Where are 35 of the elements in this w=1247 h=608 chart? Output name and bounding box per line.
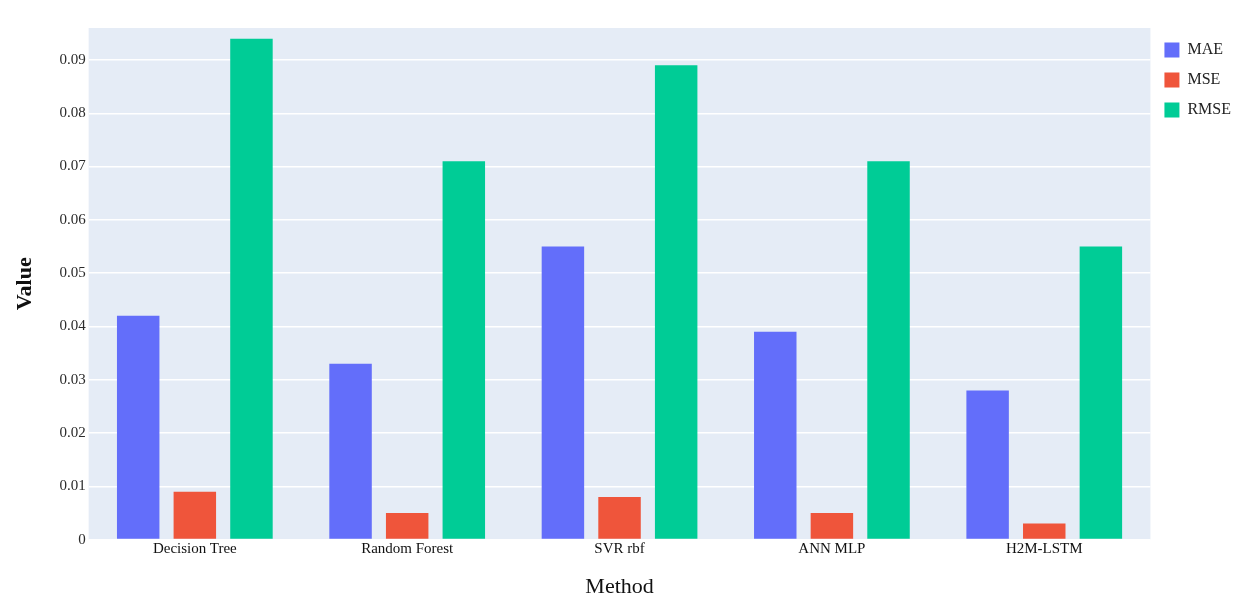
bar: [329, 363, 372, 539]
bar: [116, 315, 160, 539]
bar: [173, 491, 217, 539]
bar: [966, 390, 1009, 539]
bar: [541, 246, 585, 539]
legend-label: MSE: [1187, 70, 1221, 88]
y-tick-label: 0.06: [59, 210, 87, 227]
bar: [1023, 523, 1066, 539]
y-tick-label: 0.04: [59, 317, 87, 334]
bar: [1079, 246, 1123, 539]
bar: [654, 65, 698, 539]
y-tick-label: 0.03: [59, 370, 86, 387]
y-axis-title: Value: [10, 257, 36, 311]
y-tick-label: 0.02: [59, 423, 86, 440]
legend-label: MAE: [1187, 40, 1223, 58]
y-tick-label: 0: [78, 530, 86, 547]
x-tick-label: SVR rbf: [594, 539, 645, 556]
x-tick-label: Decision Tree: [152, 539, 238, 556]
bar: [230, 38, 273, 539]
y-tick-label: 0.01: [59, 477, 86, 494]
bar: [385, 512, 429, 539]
legend-label: RMSE: [1187, 100, 1232, 118]
y-tick-label: 0.05: [59, 264, 86, 281]
y-tick-label: 0.07: [59, 157, 87, 174]
bar: [442, 161, 486, 539]
y-tick-label: 0.09: [59, 50, 86, 67]
x-tick-label: ANN MLP: [798, 539, 866, 556]
x-tick-label: Random Forest: [361, 539, 455, 556]
bar: [754, 331, 797, 539]
x-axis-title: Method: [585, 572, 654, 598]
y-tick-label: 0.08: [59, 104, 86, 121]
bar: [810, 512, 854, 539]
bar: [867, 161, 910, 539]
x-tick-label: H2M-LSTM: [1005, 539, 1083, 556]
bar: [598, 496, 641, 539]
